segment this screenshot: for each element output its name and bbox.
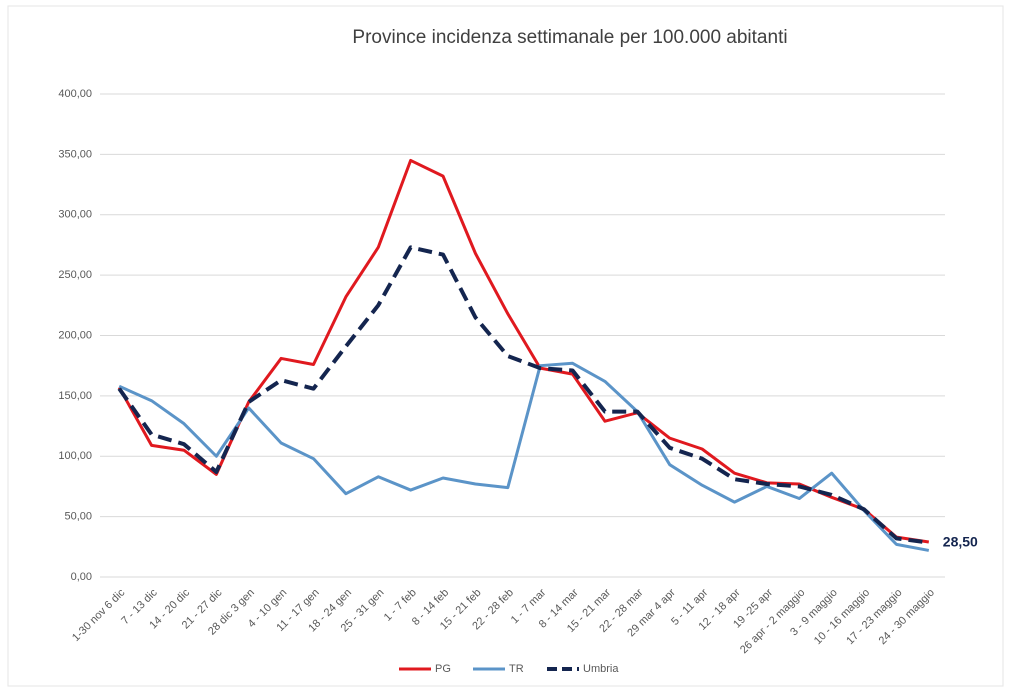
legend-label: Umbria <box>583 663 619 675</box>
series-line <box>117 158 930 544</box>
y-tick-label: 150,00 <box>58 390 92 402</box>
chart-title: Province incidenza settimanale per 100.0… <box>352 27 787 48</box>
series-line <box>117 245 930 545</box>
y-tick-label: 400,00 <box>58 88 92 100</box>
data-label: 28,50 <box>943 533 978 549</box>
series-line <box>118 361 930 552</box>
x-tick-label: 17 - 23 maggio <box>844 587 904 647</box>
y-tick-label: 300,00 <box>58 209 92 221</box>
y-tick-label: 100,00 <box>58 450 92 462</box>
x-tick-label: 1-30 nov 6 dic <box>70 586 128 644</box>
y-tick-label: 200,00 <box>58 329 92 341</box>
y-tick-label: 250,00 <box>58 269 92 281</box>
y-tick-label: 350,00 <box>58 148 92 160</box>
x-tick-label: 10 - 16 maggio <box>812 587 872 647</box>
x-tick-label: 24 - 30 maggio <box>877 587 937 647</box>
chart-frame <box>7 5 1004 687</box>
legend-label: TR <box>509 663 524 675</box>
legend-label: PG <box>435 663 451 675</box>
y-tick-label: 50,00 <box>64 511 92 523</box>
y-tick-label: 0,00 <box>71 571 92 583</box>
